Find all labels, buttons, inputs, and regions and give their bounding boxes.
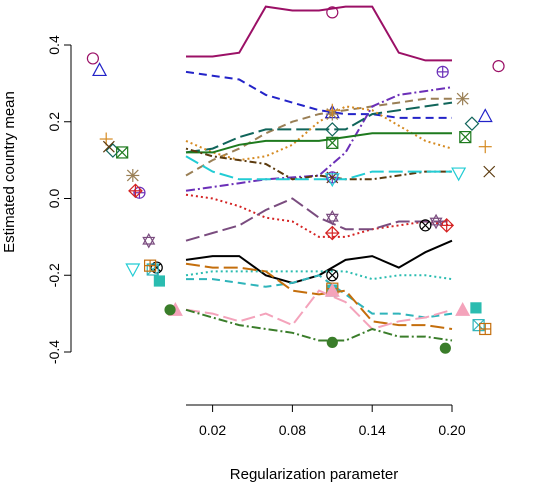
series-3-left-marker — [126, 168, 140, 182]
series-line-14 — [186, 274, 453, 319]
series-7-mid-marker — [326, 136, 339, 149]
x-tick-label: 0.08 — [279, 422, 306, 438]
series-line-3 — [185, 97, 452, 177]
series-9-right-marker — [451, 167, 467, 182]
series-line-15 — [185, 262, 453, 330]
y-tick-label: -0.2 — [46, 263, 62, 287]
series-5-right-marker — [464, 116, 480, 132]
x-axis-title: Regularization parameter — [230, 466, 398, 483]
series-line-2 — [185, 70, 452, 119]
series-8-left-marker — [102, 140, 115, 153]
series-17-left-marker — [164, 304, 176, 316]
series-15-right-marker — [479, 322, 492, 336]
series-1-mid-marker — [326, 6, 339, 19]
series-2-right-marker — [477, 108, 493, 123]
series-line-1 — [186, 5, 452, 62]
series-6-right-marker — [478, 140, 492, 154]
series-4-right-marker — [436, 65, 449, 78]
series-16-right-marker — [455, 302, 471, 316]
series-8-right-marker — [483, 165, 496, 178]
series-line-9 — [185, 155, 452, 181]
y-tick-label: 0.2 — [46, 112, 62, 132]
series-3-right-marker — [456, 92, 470, 106]
series-13-left-marker — [153, 275, 165, 287]
series-16-mid-marker — [324, 282, 340, 297]
series-12-right-marker — [419, 219, 432, 232]
y-tick-label: -0.4 — [46, 340, 62, 364]
series-lines — [185, 5, 453, 342]
series-line-11 — [185, 197, 452, 242]
series-line-8 — [185, 147, 452, 181]
series-10-left-marker — [128, 183, 143, 199]
y-axis-title: Estimated country mean — [1, 91, 18, 253]
series-5-mid-marker — [324, 122, 340, 137]
series-line-12 — [185, 239, 453, 284]
series-9-left-marker — [125, 263, 141, 278]
series-7-left-marker — [116, 146, 129, 159]
series-1-right-marker — [492, 60, 505, 73]
y-tick-label: 0.4 — [46, 35, 62, 55]
series-2-left-marker — [92, 62, 108, 77]
series-17-right-marker — [439, 342, 451, 354]
x-tick-label: 0.02 — [199, 422, 226, 438]
series-9-mid-marker — [324, 173, 340, 188]
series-13-right-marker — [470, 302, 482, 314]
x-tick-label: 0.20 — [438, 422, 465, 438]
series-line-5 — [185, 101, 453, 154]
series-line-10 — [185, 193, 453, 238]
series-1-left-marker — [86, 52, 100, 65]
series-line-7 — [186, 132, 452, 154]
y-tick-label: 0.0 — [46, 189, 62, 209]
axes: -0.4 -0.2 0.0 0.2 0.4 0.02 0.08 0.14 0.20 — [46, 35, 466, 438]
series-11-right-marker — [429, 213, 443, 230]
series-line-16 — [185, 289, 453, 331]
series-markers — [86, 6, 505, 354]
series-line-6 — [185, 105, 453, 162]
series-15-left-marker — [143, 259, 157, 272]
series-12-mid-marker — [326, 269, 339, 282]
series-line-17 — [185, 308, 453, 342]
series-11-mid-marker — [325, 209, 339, 226]
series-7-right-marker — [459, 131, 472, 144]
series-10-mid-marker — [324, 225, 340, 241]
series-17-mid-marker — [326, 336, 338, 349]
x-tick-label: 0.14 — [359, 422, 386, 438]
series-line-4 — [185, 86, 453, 192]
series-11-left-marker — [142, 232, 156, 249]
series-6-mid-marker — [325, 103, 339, 117]
